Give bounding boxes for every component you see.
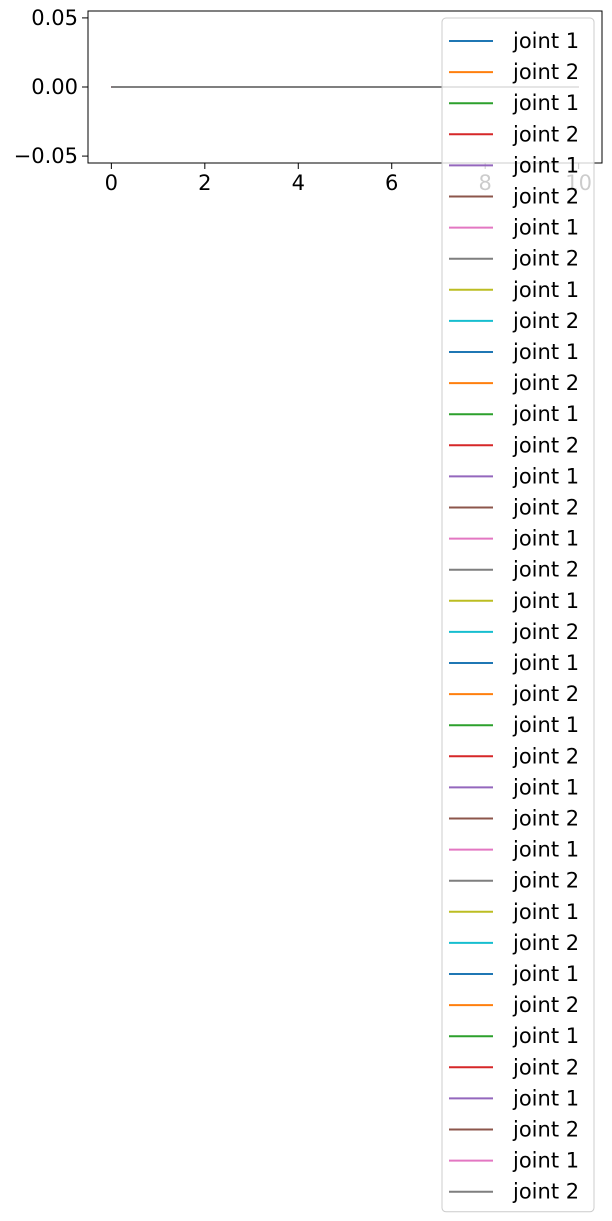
- legend: joint 1 joint 2 joint 1 joint 2 joint 1 joint…: [441, 17, 595, 1213]
- legend-item: joint 1: [449, 1149, 579, 1173]
- legend-item: joint 1: [449, 527, 579, 551]
- legend-label: joint 2: [512, 993, 579, 1017]
- legend-item: joint 1: [449, 962, 579, 986]
- legend-item: joint 1: [449, 1086, 579, 1110]
- y-axis: 0.05 0.00 −0.05: [14, 6, 88, 168]
- legend-label: joint 2: [512, 744, 579, 768]
- legend-item: joint 2: [449, 558, 579, 582]
- legend-label: joint 2: [512, 309, 579, 333]
- legend-item: joint 2: [449, 931, 579, 955]
- legend-item: joint 2: [449, 247, 579, 271]
- legend-label: joint 1: [512, 278, 579, 302]
- legend-label: joint 2: [512, 496, 579, 520]
- legend-label: joint 1: [512, 775, 579, 799]
- legend-item: joint 1: [449, 91, 579, 115]
- legend-item: joint 2: [449, 496, 579, 520]
- legend-label: joint 2: [512, 122, 579, 146]
- legend-label: joint 1: [512, 153, 579, 177]
- legend-item: joint 1: [449, 340, 579, 364]
- x-tick-label: 4: [292, 171, 305, 195]
- legend-label: joint 1: [512, 340, 579, 364]
- legend-label: joint 2: [512, 1180, 579, 1204]
- legend-label: joint 1: [512, 216, 579, 240]
- legend-label: joint 1: [512, 1024, 579, 1048]
- legend-label: joint 2: [512, 869, 579, 893]
- legend-label: joint 1: [512, 900, 579, 924]
- legend-label: joint 1: [512, 838, 579, 862]
- legend-item: joint 1: [449, 402, 579, 426]
- legend-label: joint 2: [512, 433, 579, 457]
- legend-item: joint 2: [449, 620, 579, 644]
- legend-box: [441, 17, 595, 1213]
- legend-item: joint 1: [449, 29, 579, 53]
- legend-label: joint 1: [512, 527, 579, 551]
- legend-label: joint 1: [512, 589, 579, 613]
- legend-label: joint 2: [512, 1055, 579, 1079]
- legend-label: joint 2: [512, 247, 579, 271]
- legend-item: joint 2: [449, 869, 579, 893]
- legend-label: joint 2: [512, 682, 579, 706]
- legend-label: joint 1: [512, 651, 579, 675]
- legend-label: joint 1: [512, 91, 579, 115]
- legend-item: joint 1: [449, 216, 579, 240]
- legend-label: joint 1: [512, 464, 579, 488]
- x-tick-label: 2: [198, 171, 211, 195]
- legend-item: joint 2: [449, 993, 579, 1017]
- x-tick-label: 6: [385, 171, 398, 195]
- legend-label: joint 2: [512, 807, 579, 831]
- legend-item: joint 2: [449, 433, 579, 457]
- legend-item: joint 2: [449, 60, 579, 84]
- legend-item: joint 2: [449, 122, 579, 146]
- y-tick-label: 0.00: [31, 75, 78, 99]
- legend-item: joint 1: [449, 278, 579, 302]
- x-tick-label: 0: [105, 171, 118, 195]
- legend-label: joint 1: [512, 1086, 579, 1110]
- legend-label: joint 2: [512, 185, 579, 209]
- y-tick-label: −0.05: [14, 144, 78, 168]
- legend-item: joint 2: [449, 1118, 579, 1142]
- legend-item: joint 1: [449, 838, 579, 862]
- legend-item: joint 2: [449, 682, 579, 706]
- legend-label: joint 1: [512, 402, 579, 426]
- legend-item: joint 1: [449, 153, 579, 177]
- legend-item: joint 2: [449, 371, 579, 395]
- legend-label: joint 1: [512, 962, 579, 986]
- legend-label: joint 2: [512, 620, 579, 644]
- legend-item: joint 1: [449, 713, 579, 737]
- legend-item: joint 2: [449, 744, 579, 768]
- legend-item: joint 1: [449, 651, 579, 675]
- legend-item: joint 1: [449, 464, 579, 488]
- legend-item: joint 1: [449, 1024, 579, 1048]
- legend-label: joint 1: [512, 1149, 579, 1173]
- legend-label: joint 2: [512, 60, 579, 84]
- legend-item: joint 2: [449, 807, 579, 831]
- legend-item: joint 2: [449, 1180, 579, 1204]
- legend-item: joint 2: [449, 309, 579, 333]
- legend-label: joint 2: [512, 931, 579, 955]
- legend-label: joint 1: [512, 29, 579, 53]
- legend-item: joint 1: [449, 775, 579, 799]
- legend-label: joint 2: [512, 558, 579, 582]
- legend-label: joint 2: [512, 371, 579, 395]
- legend-item: joint 2: [449, 185, 579, 209]
- legend-label: joint 2: [512, 1118, 579, 1142]
- legend-item: joint 2: [449, 1055, 579, 1079]
- legend-item: joint 1: [449, 900, 579, 924]
- legend-label: joint 1: [512, 713, 579, 737]
- legend-item: joint 1: [449, 589, 579, 613]
- y-tick-label: 0.05: [31, 6, 78, 30]
